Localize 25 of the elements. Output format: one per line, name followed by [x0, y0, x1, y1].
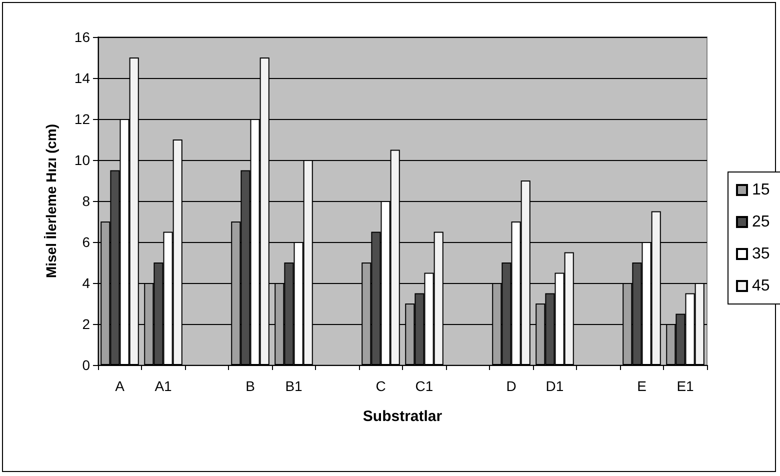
x-tick-label: C1	[415, 378, 434, 394]
y-tick-label: 14	[74, 70, 90, 86]
y-tick-label: 4	[82, 275, 90, 291]
x-tick-label: A	[115, 378, 126, 394]
x-tick-label: B1	[285, 378, 303, 394]
x-tick-label: A1	[154, 378, 172, 394]
x-tick-label: D1	[546, 378, 564, 394]
x-tick-label: E1	[676, 378, 694, 394]
y-tick-label: 12	[74, 111, 90, 127]
y-tick-label: 0	[82, 357, 90, 373]
y-axis-title: Misel İlerleme Hızı (cm)	[43, 124, 59, 278]
x-axis-title: Substratlar	[362, 408, 442, 425]
y-tick-label: 10	[74, 152, 90, 168]
y-tick-label: 8	[82, 193, 90, 209]
y-tick-label: 6	[82, 234, 90, 250]
y-tick-label: 2	[82, 316, 90, 332]
legend-label: 45	[752, 278, 770, 294]
legend-label: 35	[752, 246, 770, 262]
legend-label: 25	[752, 214, 770, 230]
x-tick-label: C	[376, 378, 386, 394]
legend-label: 15	[752, 182, 770, 198]
y-tick-label: 16	[74, 29, 90, 45]
x-tick-label: B	[246, 378, 255, 394]
x-tick-label: D	[506, 378, 516, 394]
x-tick-label: E	[637, 378, 646, 394]
